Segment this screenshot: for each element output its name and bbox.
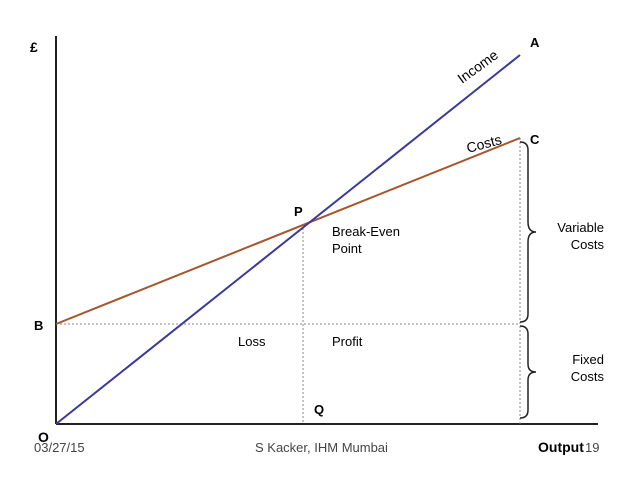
x-axis-label: Output — [538, 439, 584, 455]
income-line — [55, 54, 521, 425]
origin-label: O — [38, 429, 49, 445]
point-p-label: P — [294, 204, 303, 219]
footer-date: 03/27/15 — [34, 440, 85, 455]
break-even-label-line2: Point — [332, 241, 362, 256]
point-b-label: B — [34, 318, 43, 333]
fixed-costs-label-line1: Fixed — [572, 352, 604, 367]
break-even-label-line1: Break-Even — [332, 224, 400, 239]
point-q-label: Q — [314, 402, 324, 417]
loss-label: Loss — [238, 334, 266, 349]
point-c-label: C — [530, 132, 540, 147]
footer-author: S Kacker, IHM Mumbai — [255, 440, 388, 455]
profit-label: Profit — [332, 334, 363, 349]
variable-costs-brace — [519, 141, 537, 323]
variable-costs-label-line1: Variable — [557, 220, 604, 235]
point-a-label: A — [530, 35, 540, 50]
income-label: Income — [454, 46, 501, 86]
y-axis-label: £ — [30, 39, 38, 55]
fixed-costs-brace — [519, 325, 537, 419]
variable-costs-label-line2: Costs — [571, 237, 605, 252]
footer-page-number: 19 — [585, 440, 600, 455]
costs-line — [55, 137, 521, 325]
fixed-costs-label-line2: Costs — [571, 369, 605, 384]
